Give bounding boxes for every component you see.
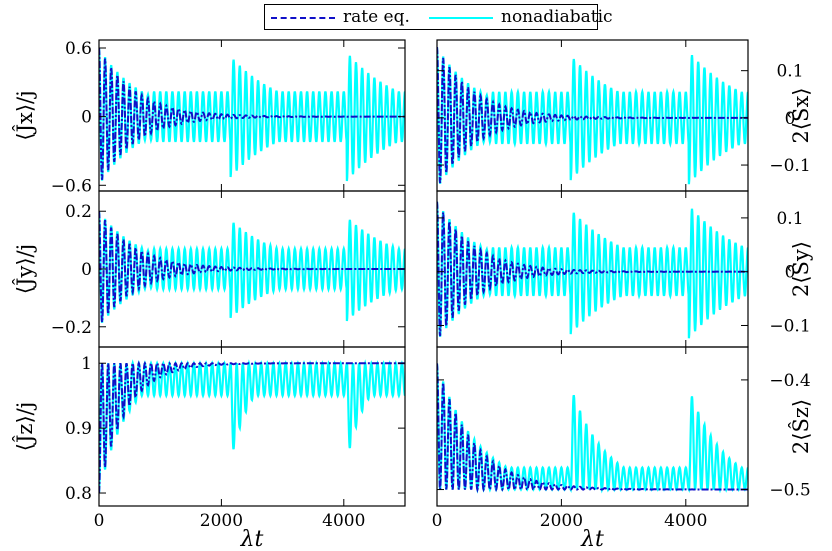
y-tick-label: 0 (785, 263, 796, 283)
plot-frame (436, 346, 749, 507)
series-rate-eq (99, 211, 405, 323)
x-tick-label: 2000 (200, 511, 243, 531)
x-tick-label: 4000 (664, 511, 707, 531)
x-tick-label: 4000 (322, 511, 365, 531)
y-tick-label: 0.6 (65, 39, 92, 59)
series-nonadiabatic (437, 46, 748, 185)
legend-rate-label: rate eq. (343, 7, 410, 27)
y-tick-label: 0.1 (776, 62, 803, 82)
series-rate-eq (99, 359, 405, 494)
plot-area (437, 46, 748, 185)
series-rate-eq (437, 363, 748, 494)
y-axis-label: 2⟨Ŝz⟩ (788, 399, 813, 454)
panel-jz: 1 0.9 0.80 2000 4000 λt ⟨Ĵz⟩/j (12, 346, 406, 551)
plot-area (99, 47, 405, 182)
legend-nonadiabatic-swatch (429, 17, 493, 19)
y-tick-label: 0 (81, 108, 92, 128)
y-tick-label: −0.6 (51, 176, 92, 196)
x-tick-label: 0 (432, 511, 443, 531)
y-tick-label: −0.5 (769, 481, 810, 501)
series-nonadiabatic (99, 359, 405, 494)
series-rate-eq (437, 201, 748, 337)
y-axis-label: ⟨Ĵz⟩/j (12, 402, 37, 451)
y-tick-label: 0 (81, 260, 92, 280)
panel-jx: 0.6 0 −0.6 ⟨Ĵx⟩/j (12, 39, 406, 196)
y-tick-label: 1 (81, 354, 92, 374)
plot-frame (98, 346, 406, 507)
y-axis-label: 2⟨Ŝx⟩ (788, 88, 813, 144)
series-nonadiabatic (437, 363, 748, 494)
y-tick-label: −0.1 (769, 316, 810, 336)
y-axis-label: ⟨Ĵx⟩/j (12, 90, 37, 140)
y-tick-label: 0.1 (776, 209, 803, 229)
y-tick-label: 0.9 (65, 419, 92, 439)
plot-area (99, 359, 405, 494)
y-tick-label: −0.1 (769, 156, 810, 176)
y-axis-label: 2⟨Ŝy⟩ (788, 241, 813, 297)
series-rate-eq (437, 47, 748, 184)
y-tick-label: −0.2 (51, 318, 92, 338)
panel-sx: 0.1 0 −0.1 2⟨Ŝx⟩ (436, 39, 813, 192)
plot-area (437, 201, 748, 339)
x-axis-label: λt (240, 527, 264, 551)
y-axis-label: ⟨Ĵy⟩/j (12, 244, 37, 294)
series-nonadiabatic (99, 211, 405, 323)
x-tick-label: 2000 (540, 511, 583, 531)
panel-sz: −0.4 −0.5 0 2000 4000 λt 2⟨Ŝz⟩ (432, 346, 813, 551)
plot-area (99, 211, 405, 323)
y-tick-label: −0.4 (769, 371, 810, 391)
legend-nonadiabatic-label: nonadiabatic (501, 7, 613, 27)
legend: rate eq. nonadiabatic (264, 4, 613, 30)
plot-area (437, 363, 748, 494)
series-rate-eq (99, 47, 405, 180)
panel-jy: 0.2 0 −0.2 ⟨Ĵy⟩/j (12, 190, 406, 348)
x-axis-label: λt (580, 527, 604, 551)
legend-rate-swatch (271, 17, 335, 19)
y-tick-label: 0.2 (65, 202, 92, 222)
x-tick-label: 0 (94, 511, 105, 531)
panel-sy: 0.1 0 −0.1 2⟨Ŝy⟩ (436, 190, 813, 348)
series-nonadiabatic (99, 47, 405, 182)
y-tick-label: 0 (785, 109, 796, 129)
y-tick-label: 0.8 (65, 484, 92, 504)
